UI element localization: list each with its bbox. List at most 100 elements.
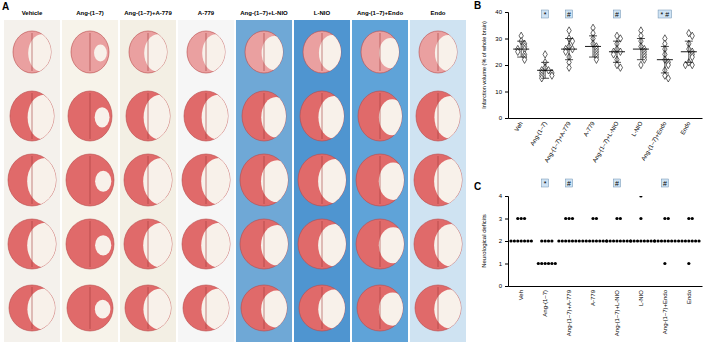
axis-title: Neurological deficits: [481, 214, 487, 268]
data-point: [687, 262, 690, 265]
infarct-region: [379, 227, 408, 263]
data-point: [619, 239, 622, 242]
midline: [380, 221, 381, 267]
data-point: [598, 239, 601, 242]
data-point: [618, 64, 622, 71]
error-bar: [569, 39, 570, 60]
data-point: [530, 239, 533, 242]
infarct-region: [261, 97, 291, 138]
infarct-region: [95, 171, 111, 192]
midline: [438, 156, 439, 204]
tick: 4: [499, 193, 508, 199]
tick-label: Endo: [679, 120, 692, 136]
tick-label: 0: [499, 283, 503, 289]
midline: [380, 93, 381, 139]
data-point: [567, 64, 571, 71]
data-point: [605, 239, 608, 242]
data-point: [663, 262, 666, 265]
error-bar: [664, 46, 665, 72]
tick-mark: [505, 118, 508, 119]
infarct-region: [379, 99, 405, 135]
data-point: [567, 217, 570, 220]
plot-marks: [509, 196, 700, 265]
tick-label: Ang-(1–7): [542, 290, 548, 317]
tick: Veh: [513, 121, 523, 133]
chart-panel: B010203040VehAng-(1–7)Ang-(1–7)+A-779A-7…: [474, 0, 703, 164]
tick-mark: [505, 12, 508, 13]
significance-box: [565, 10, 572, 18]
significance-marker: #: [613, 10, 620, 18]
midline: [32, 33, 33, 71]
plot-marks: [513, 24, 697, 82]
significance-label: *: [544, 11, 547, 18]
midline: [264, 287, 265, 329]
column-label: Ang-(1–7)+A-779: [124, 10, 172, 16]
significance-label: #: [663, 180, 667, 187]
error-bar: [545, 62, 546, 78]
data-point: [636, 239, 639, 242]
data-point: [609, 239, 612, 242]
tick: Veh: [518, 290, 524, 300]
data-point: [544, 239, 547, 242]
data-point: [581, 239, 584, 242]
data-point: [574, 239, 577, 242]
significance-label: *: [544, 180, 547, 187]
tick-label: Ang-(1–7)+L-NIO: [614, 290, 620, 337]
data-point: [691, 239, 694, 242]
data-point: [547, 262, 550, 265]
significance-box: [613, 179, 620, 187]
data-point: [543, 51, 547, 58]
midline: [438, 221, 439, 267]
tick: 10: [495, 89, 508, 95]
infarct-region: [318, 96, 349, 139]
midline: [32, 93, 33, 139]
panel-label: C: [474, 181, 481, 192]
error-bar: [640, 39, 641, 60]
data-point: [561, 239, 564, 242]
tick-label: 20: [495, 62, 502, 68]
data-point: [567, 27, 571, 34]
error-bar: [616, 41, 617, 62]
data-point: [639, 217, 642, 220]
significance-label: #: [615, 180, 619, 187]
error-cap: [589, 57, 597, 58]
tick: 20: [495, 62, 508, 68]
infarct-region: [435, 35, 462, 71]
column-label: Ang-(1–7)+Endo: [357, 10, 404, 16]
data-point: [523, 217, 526, 220]
tick-label: 10: [495, 89, 502, 95]
infarct-region: [262, 36, 288, 70]
tick-label: 0: [499, 115, 503, 121]
infarct-region: [261, 291, 292, 328]
data-point: [571, 217, 574, 220]
midline: [148, 287, 149, 329]
midline: [322, 33, 323, 71]
data-point: [626, 239, 629, 242]
error-cap: [541, 62, 549, 63]
error-bar: [593, 36, 594, 57]
tick: 40: [495, 9, 508, 15]
error-cap: [637, 59, 645, 60]
tick: Ang-(1–7): [529, 121, 548, 147]
midline: [90, 33, 91, 71]
midline: [206, 93, 207, 139]
infarct-region: [261, 225, 293, 266]
infarct-region: [143, 288, 178, 329]
infarct-region: [318, 289, 351, 328]
axis-line: [505, 13, 509, 119]
tick: 0: [499, 115, 508, 121]
midline: [90, 221, 91, 267]
significance-marker: #: [613, 179, 620, 187]
data-point: [567, 239, 570, 242]
tick-mark: [505, 65, 508, 66]
infarct-region: [202, 95, 235, 140]
data-point: [646, 239, 649, 242]
midline: [148, 156, 149, 204]
data-point: [571, 239, 574, 242]
tick: Ang-(1–7)+A-779: [566, 289, 572, 336]
axis-line: [505, 197, 509, 287]
midline: [32, 156, 33, 204]
column-label: Endo: [431, 10, 446, 16]
midline: [206, 156, 207, 204]
tick-mark: [505, 92, 508, 93]
